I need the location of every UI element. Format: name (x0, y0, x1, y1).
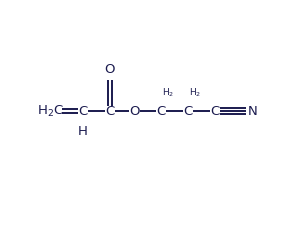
Text: H: H (78, 125, 88, 138)
Text: N: N (247, 105, 257, 118)
Text: O: O (105, 63, 115, 76)
Text: H$_2$: H$_2$ (189, 86, 201, 99)
Text: C: C (79, 105, 88, 118)
Text: H$_2$C: H$_2$C (37, 104, 64, 119)
Text: C: C (184, 105, 193, 118)
Text: C: C (105, 105, 115, 118)
Text: C: C (157, 105, 166, 118)
Text: H$_2$: H$_2$ (162, 86, 174, 99)
Text: O: O (129, 105, 140, 118)
Text: C: C (210, 105, 219, 118)
